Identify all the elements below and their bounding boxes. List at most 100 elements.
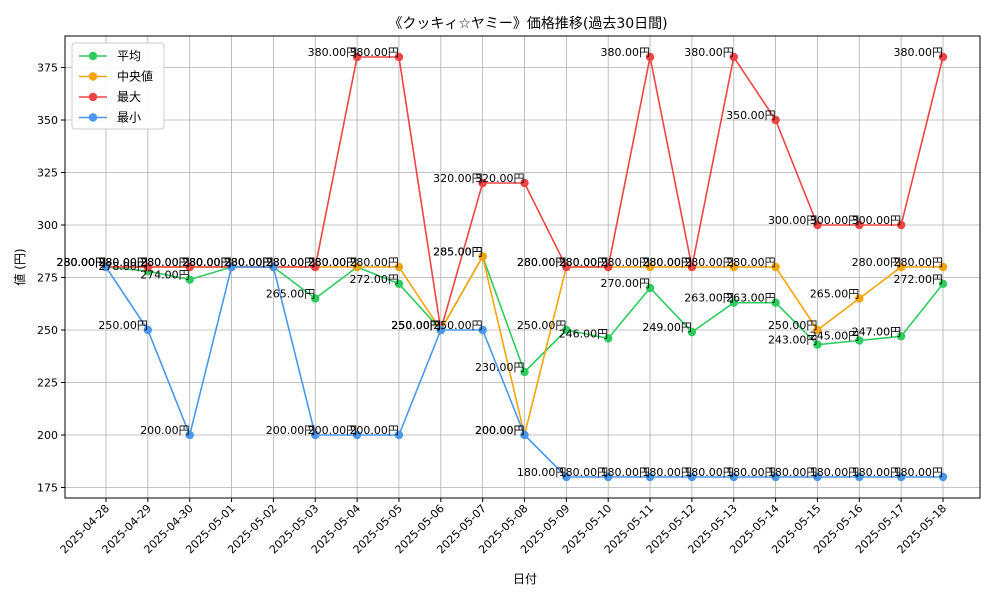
data-point: [687, 327, 697, 337]
data-label: 200.00円: [475, 424, 525, 437]
data-label: 380.00円: [684, 46, 734, 59]
data-point: [896, 220, 906, 230]
data-label: 280.00円: [642, 256, 692, 269]
data-label: 250.00円: [517, 319, 567, 332]
data-point: [938, 279, 948, 288]
data-label: 200.00円: [349, 424, 399, 437]
data-label: 280.00円: [224, 256, 274, 269]
y-tick-label: 225: [37, 377, 58, 390]
data-label: 280.00円: [517, 256, 567, 269]
data-point: [352, 52, 362, 62]
data-point: [478, 252, 487, 261]
chart-title: 《クッキィ☆ヤミー》価格推移(過去30日間): [388, 16, 667, 32]
data-label: 200.00円: [140, 424, 190, 437]
data-label: 280.00円: [140, 256, 190, 269]
data-label: 180.00円: [517, 466, 567, 479]
data-point: [604, 472, 613, 482]
data-label: 380.00円: [308, 46, 358, 59]
data-label: 280.00円: [559, 256, 609, 269]
data-point: [771, 262, 780, 272]
data-label: 280.00円: [517, 256, 567, 269]
series-group: [101, 52, 948, 482]
data-label: 285.00円: [433, 246, 483, 259]
data-point: [101, 262, 111, 272]
data-label: 180.00円: [601, 466, 651, 479]
data-point: [269, 262, 278, 272]
data-label: 200.00円: [308, 424, 358, 437]
data-point: [687, 262, 697, 272]
data-label: 250.00円: [98, 319, 148, 332]
data-point: [938, 262, 948, 272]
data-point: [771, 298, 780, 307]
data-label: 247.00円: [852, 325, 902, 338]
grid: [65, 36, 980, 498]
data-point: [352, 262, 362, 272]
data-label: 280.00円: [182, 256, 232, 269]
data-point: [352, 430, 362, 440]
data-label: 280.00円: [894, 256, 944, 269]
data-point: [729, 262, 738, 272]
data-point: [855, 336, 864, 345]
y-tick-label: 250: [37, 324, 58, 337]
data-label: 280.00円: [98, 256, 148, 269]
data-label: 285.00円: [433, 246, 483, 259]
data-label: 180.00円: [810, 466, 860, 479]
data-label: 265.00円: [810, 288, 860, 301]
plot-frame: [64, 35, 981, 499]
y-tick-label: 200: [37, 429, 58, 442]
data-label: 300.00円: [768, 214, 818, 227]
data-label: 280.00円: [642, 256, 692, 269]
data-label: 200.00円: [475, 424, 525, 437]
data-point: [645, 52, 655, 62]
data-point: [520, 367, 529, 377]
y-tick-label: 175: [37, 482, 58, 495]
data-label: 280.00円: [182, 256, 232, 269]
data-label: 249.00円: [642, 321, 692, 334]
data-point: [394, 430, 404, 440]
data-point: [896, 332, 906, 341]
data-label: 278.00円: [98, 260, 148, 273]
data-point: [729, 298, 738, 307]
data-point: [938, 472, 948, 482]
data-label: 180.00円: [684, 466, 734, 479]
y-axis-ticks: 175 200 225 250 275 300 325 350 375: [37, 62, 65, 495]
data-point: [855, 472, 864, 482]
data-label: 263.00円: [726, 292, 776, 305]
data-point: [520, 430, 529, 440]
data-point: [813, 472, 822, 482]
data-label: 380.00円: [601, 46, 651, 59]
data-point: [311, 430, 320, 440]
data-label: 250.00円: [768, 319, 818, 332]
data-label: 180.00円: [894, 466, 944, 479]
data-label: 280.00円: [349, 256, 399, 269]
data-point: [813, 325, 822, 335]
data-label: 180.00円: [768, 466, 818, 479]
data-point: [771, 115, 780, 125]
data-label: 280.00円: [266, 256, 316, 269]
data-label: 280.00円: [182, 256, 232, 269]
data-point: [143, 262, 153, 272]
data-point: [562, 472, 571, 482]
data-point: [562, 262, 571, 272]
data-label: 280.00円: [266, 256, 316, 269]
data-labels: 280.00円278.00円274.00円280.00円280.00円265.0…: [57, 46, 944, 479]
y-tick-label: 375: [37, 62, 58, 75]
data-label: 280.00円: [57, 256, 107, 269]
data-label: 280.00円: [140, 256, 190, 269]
data-point: [311, 294, 320, 303]
data-label: 280.00円: [601, 256, 651, 269]
data-label: 280.00円: [224, 256, 274, 269]
legend-marker: [88, 92, 98, 102]
data-point: [855, 294, 864, 303]
data-point: [394, 279, 404, 288]
data-point: [645, 262, 655, 272]
data-point: [478, 325, 487, 335]
legend-label: 最小: [117, 111, 141, 125]
legend-label: 平均: [117, 49, 141, 63]
data-point: [185, 430, 194, 440]
data-label: 280.00円: [57, 256, 107, 269]
y-tick-label: 350: [37, 114, 58, 127]
legend-label: 中央値: [117, 69, 153, 84]
